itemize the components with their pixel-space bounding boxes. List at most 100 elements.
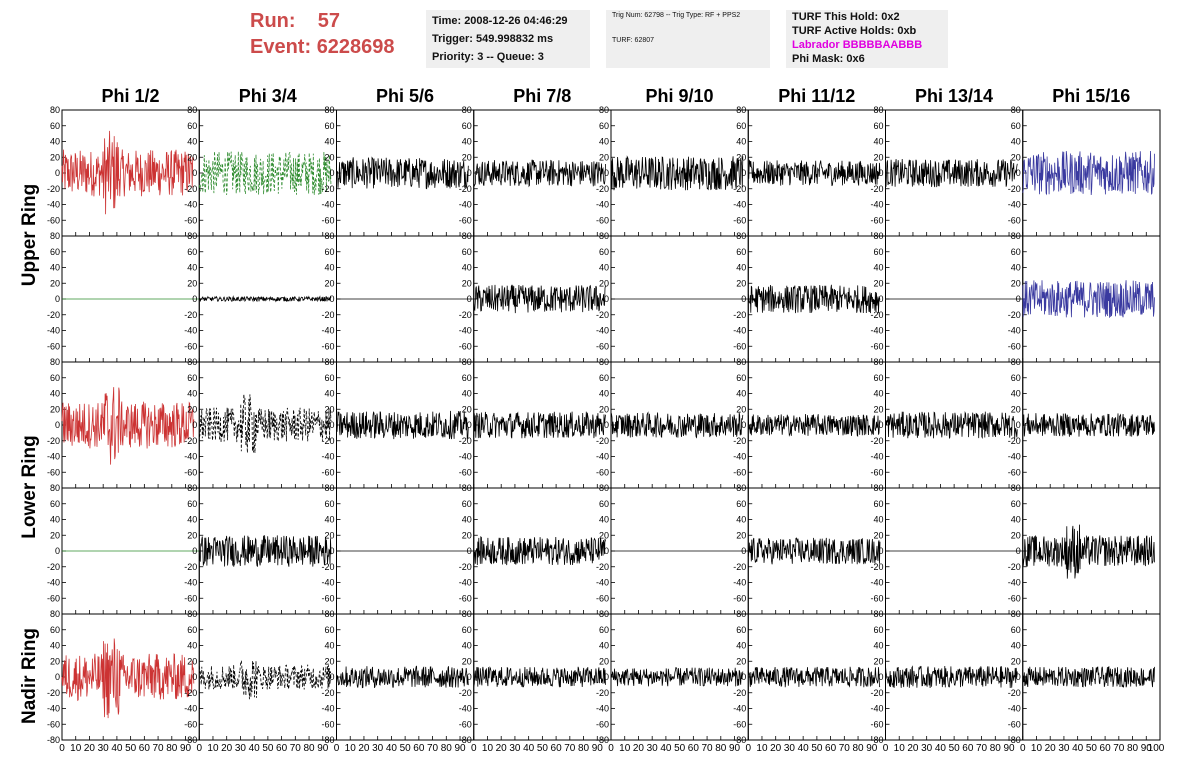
y-tick-label: -40: [596, 578, 609, 588]
y-tick-label: 60: [50, 499, 60, 509]
run-line: Run: 57: [250, 8, 420, 34]
waveform-trace: [885, 665, 1018, 689]
y-tick-label: 60: [736, 121, 746, 131]
y-tick-label: -40: [459, 200, 472, 210]
y-tick-label: 40: [187, 137, 197, 147]
x-tick-label: 10: [619, 743, 631, 754]
column-header: Phi 11/12: [778, 86, 856, 106]
y-tick-label: 20: [50, 278, 60, 288]
y-tick-label: 40: [736, 137, 746, 147]
event-line: Event: 6228698: [250, 34, 420, 60]
y-tick-label: 80: [462, 231, 472, 241]
y-tick-label: -40: [596, 326, 609, 336]
plot-frame: [1022, 235, 1161, 363]
run-label: Run:: [250, 10, 296, 32]
waveform-trace: [747, 537, 881, 565]
y-tick-label: 40: [736, 641, 746, 651]
x-tick-label: 80: [1127, 743, 1139, 754]
y-tick-label: -20: [321, 562, 334, 572]
y-tick-label: 60: [50, 625, 60, 635]
y-tick-label: 20: [462, 530, 472, 540]
y-tick-label: 80: [873, 105, 883, 115]
y-tick-label: 60: [1011, 121, 1021, 131]
y-tick-label: 60: [736, 247, 746, 257]
y-tick-label: 20: [873, 530, 883, 540]
x-tick-label: 0: [59, 743, 65, 754]
x-tick-label: 0: [608, 743, 614, 754]
y-tick-label: 40: [50, 137, 60, 147]
y-tick-label: -40: [321, 200, 334, 210]
trigger-text: Trigger: 549.998832 ms: [432, 33, 554, 45]
x-tick-label: 60: [139, 743, 151, 754]
event-label: Event:: [250, 36, 312, 58]
y-tick-label: 80: [873, 231, 883, 241]
y-tick-label: -60: [870, 719, 883, 729]
y-tick-label: 40: [599, 389, 609, 399]
y-tick-label: -40: [1008, 326, 1021, 336]
y-tick-label: 60: [599, 373, 609, 383]
y-tick-label: 60: [599, 121, 609, 131]
y-tick-label: 80: [1011, 231, 1021, 241]
y-tick-label: 80: [50, 105, 60, 115]
y-tick-label: 20: [462, 404, 472, 414]
y-tick-label: -60: [1008, 215, 1021, 225]
y-tick-label: 80: [187, 105, 197, 115]
y-tick-label: 60: [1011, 373, 1021, 383]
x-tick-label: 90: [1003, 743, 1015, 754]
y-tick-label: -20: [1008, 562, 1021, 572]
y-tick-label: -60: [184, 341, 197, 351]
y-tick-label: 40: [873, 137, 883, 147]
y-tick-label: 20: [187, 656, 197, 666]
y-tick-label: -20: [184, 688, 197, 698]
y-tick-label: -40: [870, 452, 883, 462]
x-tick-label: 0: [471, 743, 477, 754]
waveform-trace: [473, 284, 606, 314]
y-tick-label: -20: [733, 184, 746, 194]
y-tick-label: 20: [50, 404, 60, 414]
y-tick-label: -40: [47, 200, 60, 210]
y-tick-label: 0: [192, 420, 197, 430]
y-tick-label: 20: [50, 530, 60, 540]
y-tick-label: 80: [324, 483, 334, 493]
y-tick-label: -40: [596, 452, 609, 462]
x-tick-label: 90: [866, 743, 878, 754]
y-tick-label: 20: [873, 278, 883, 288]
column-header: Phi 1/2: [101, 86, 160, 106]
y-tick-label: 20: [324, 152, 334, 162]
y-tick-label: 40: [324, 515, 334, 525]
y-tick-label: -40: [733, 200, 746, 210]
y-tick-label: 60: [599, 247, 609, 257]
waveform-trace: [747, 666, 881, 688]
x-tick-label: 20: [221, 743, 233, 754]
y-tick-label: -60: [184, 593, 197, 603]
y-tick-label: 40: [462, 641, 472, 651]
y-tick-label: -20: [733, 562, 746, 572]
y-tick-label: 60: [462, 247, 472, 257]
y-tick-label: 0: [55, 546, 60, 556]
x-tick-label: 60: [688, 743, 700, 754]
y-tick-label: 20: [1011, 152, 1021, 162]
turf-status-panel: TURF This Hold: 0x2 TURF Active Holds: 0…: [786, 10, 948, 68]
y-tick-label: -80: [47, 735, 60, 745]
waveform-trace: [473, 411, 606, 439]
turf-num-text: TURF: 62807: [612, 37, 655, 44]
y-tick-label: -60: [870, 215, 883, 225]
y-tick-label: -60: [596, 719, 609, 729]
y-tick-label: 60: [462, 121, 472, 131]
x-tick-label: 90: [454, 743, 466, 754]
x-tick-label: 0: [334, 743, 340, 754]
y-tick-label: 0: [55, 672, 60, 682]
y-tick-label: 60: [462, 499, 472, 509]
y-tick-label: 0: [1016, 672, 1021, 682]
y-tick-label: 60: [873, 247, 883, 257]
y-tick-label: -20: [870, 310, 883, 320]
y-tick-label: -40: [1008, 452, 1021, 462]
waveform-trace: [1022, 665, 1155, 688]
x-tick-label: 80: [441, 743, 453, 754]
x-tick-label: 30: [509, 743, 521, 754]
y-tick-label: -20: [1008, 184, 1021, 194]
y-tick-label: -40: [321, 326, 334, 336]
y-tick-label: 60: [736, 499, 746, 509]
y-tick-label: 0: [467, 672, 472, 682]
